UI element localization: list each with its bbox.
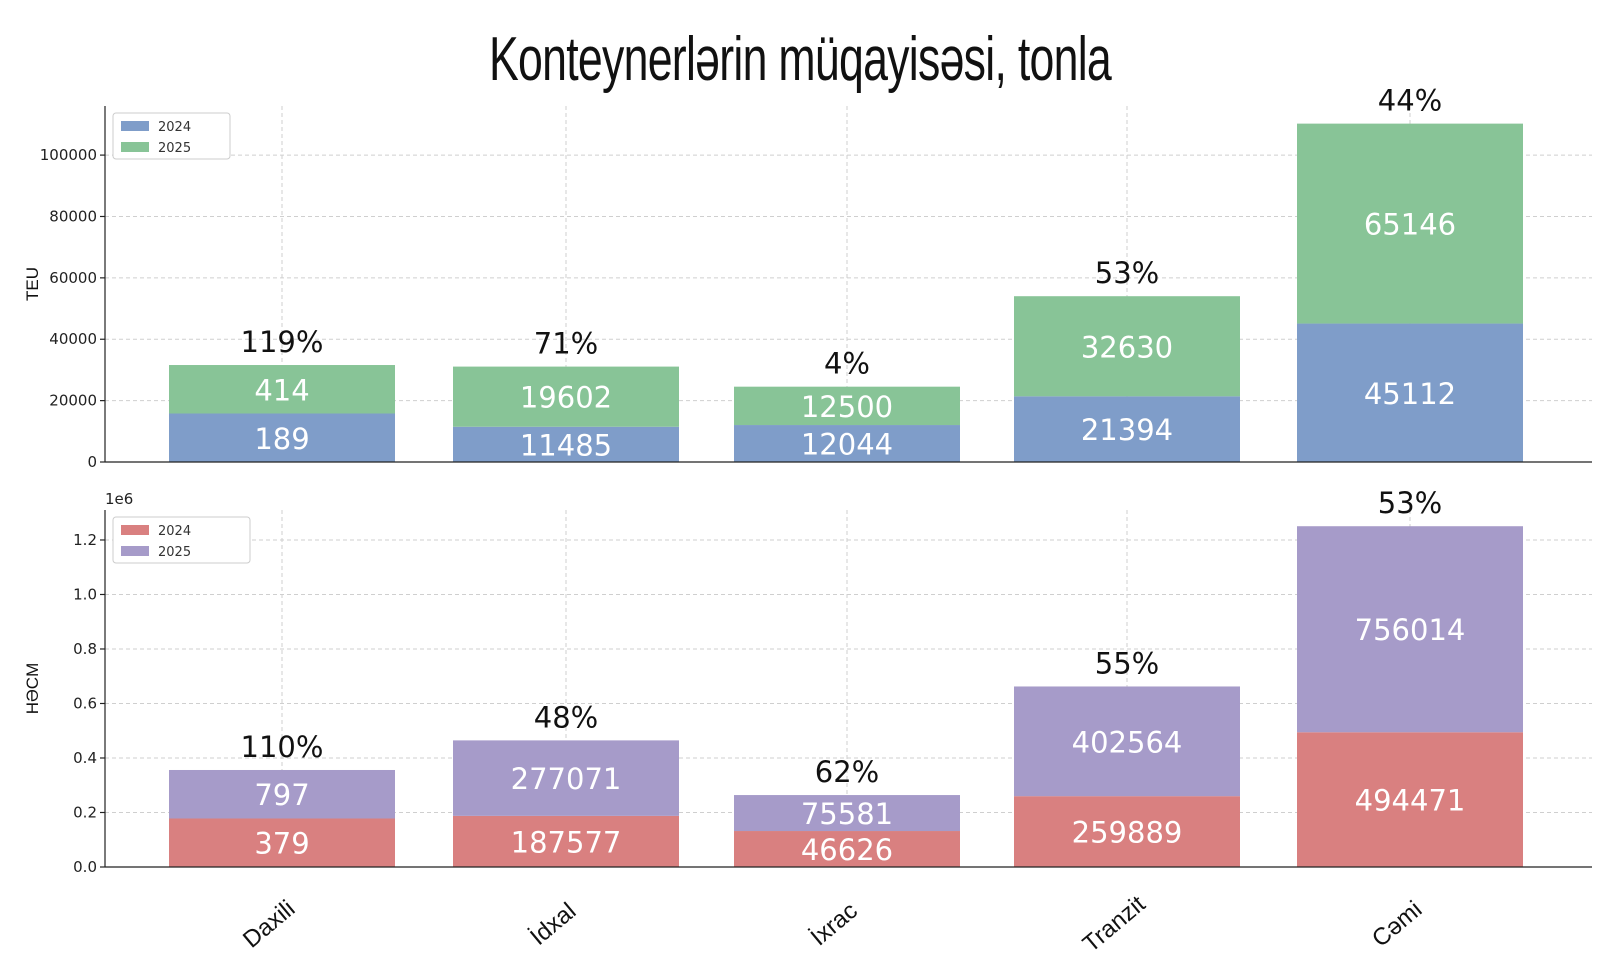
percent-change-label: 71% — [534, 327, 598, 361]
segment-value-label: 379 — [254, 827, 309, 861]
percent-change-label: 110% — [241, 730, 324, 764]
x-category-label: İdxal — [525, 898, 581, 951]
segment-value-label: 187577 — [511, 825, 622, 859]
legend-swatch — [121, 142, 149, 152]
segment-value-label: 277071 — [511, 762, 622, 796]
bar-segment — [1297, 123, 1523, 324]
segment-value-label: 45112 — [1364, 377, 1456, 411]
segment-value-label: 46626 — [801, 833, 893, 867]
bar-segment — [734, 795, 960, 832]
legend-label: 2024 — [158, 120, 191, 135]
legend-swatch — [121, 121, 149, 131]
x-category-label: Cəmi — [1367, 896, 1427, 953]
legend-label: 2024 — [158, 524, 191, 539]
segment-value-label: 797 — [254, 778, 309, 812]
segment-value-label: 414 — [254, 373, 309, 407]
segment-value-label: 21394 — [1081, 413, 1173, 447]
segment-value-label: 65146 — [1364, 208, 1456, 242]
bar-segment — [1297, 732, 1523, 867]
y-tick-label: 40000 — [49, 330, 97, 348]
segment-value-label: 12500 — [801, 390, 893, 424]
legend-label: 2025 — [158, 141, 191, 156]
percent-change-label: 53% — [1095, 256, 1159, 290]
y-tick-label: 0.8 — [73, 640, 97, 658]
chart-title: Konteynerlərin müqayisəsi, tonla — [488, 25, 1112, 94]
bar-segment — [453, 815, 679, 867]
percent-change-label: 44% — [1378, 84, 1442, 118]
y-tick-label: 60000 — [49, 269, 97, 287]
bar-segment — [1014, 686, 1240, 797]
bar-segment — [734, 831, 960, 867]
legend-label: 2025 — [158, 545, 191, 560]
y-tick-label: 1.0 — [73, 585, 97, 603]
percent-change-label: 119% — [241, 325, 324, 359]
y-axis-title: HƏCM — [23, 663, 42, 715]
segment-value-label: 11485 — [520, 428, 612, 462]
y-tick-label: 0.2 — [73, 803, 97, 821]
x-category-label: İxrac — [806, 897, 863, 951]
y-tick-label: 20000 — [49, 392, 97, 410]
segment-value-label: 756014 — [1355, 613, 1466, 647]
percent-change-label: 48% — [534, 700, 598, 734]
y-scale-label: 1e6 — [105, 490, 133, 508]
bar-segment — [453, 426, 679, 462]
segment-value-label: 75581 — [801, 797, 893, 831]
bar-segment — [1014, 796, 1240, 867]
segment-value-label: 32630 — [1081, 330, 1173, 364]
percent-change-label: 4% — [824, 347, 870, 381]
y-tick-label: 0.6 — [73, 694, 97, 712]
legend-swatch — [121, 546, 149, 556]
bar-segment — [169, 818, 395, 867]
y-tick-label: 80000 — [49, 207, 97, 225]
x-category-label: Tranzit — [1078, 890, 1151, 957]
bar-segment — [453, 366, 679, 427]
bar-segment — [1014, 396, 1240, 462]
percent-change-label: 55% — [1095, 646, 1159, 680]
bar-segment — [1297, 323, 1523, 462]
y-tick-label: 1.2 — [73, 531, 97, 549]
bar-segment — [1297, 526, 1523, 733]
bar-segment — [169, 365, 395, 414]
y-tick-label: 0 — [87, 453, 97, 471]
bar-segment — [734, 425, 960, 462]
y-axis-title: TEU — [23, 267, 42, 301]
percent-change-label: 62% — [815, 755, 879, 789]
y-tick-label: 0.0 — [73, 858, 97, 876]
bar-segment — [1014, 296, 1240, 397]
bar-segment — [169, 769, 395, 819]
bar-segment — [453, 740, 679, 816]
legend-swatch — [121, 525, 149, 535]
segment-value-label: 189 — [254, 422, 309, 456]
bar-segment — [169, 413, 395, 462]
y-tick-label: 0.4 — [73, 749, 97, 767]
segment-value-label: 402564 — [1072, 725, 1183, 759]
segment-value-label: 12044 — [801, 428, 893, 462]
percent-change-label: 53% — [1378, 486, 1442, 520]
segment-value-label: 259889 — [1072, 816, 1183, 850]
segment-value-label: 19602 — [520, 381, 612, 415]
bar-segment — [734, 386, 960, 426]
segment-value-label: 494471 — [1355, 784, 1466, 818]
x-category-label: Daxili — [238, 895, 300, 953]
y-tick-label: 100000 — [40, 146, 97, 164]
